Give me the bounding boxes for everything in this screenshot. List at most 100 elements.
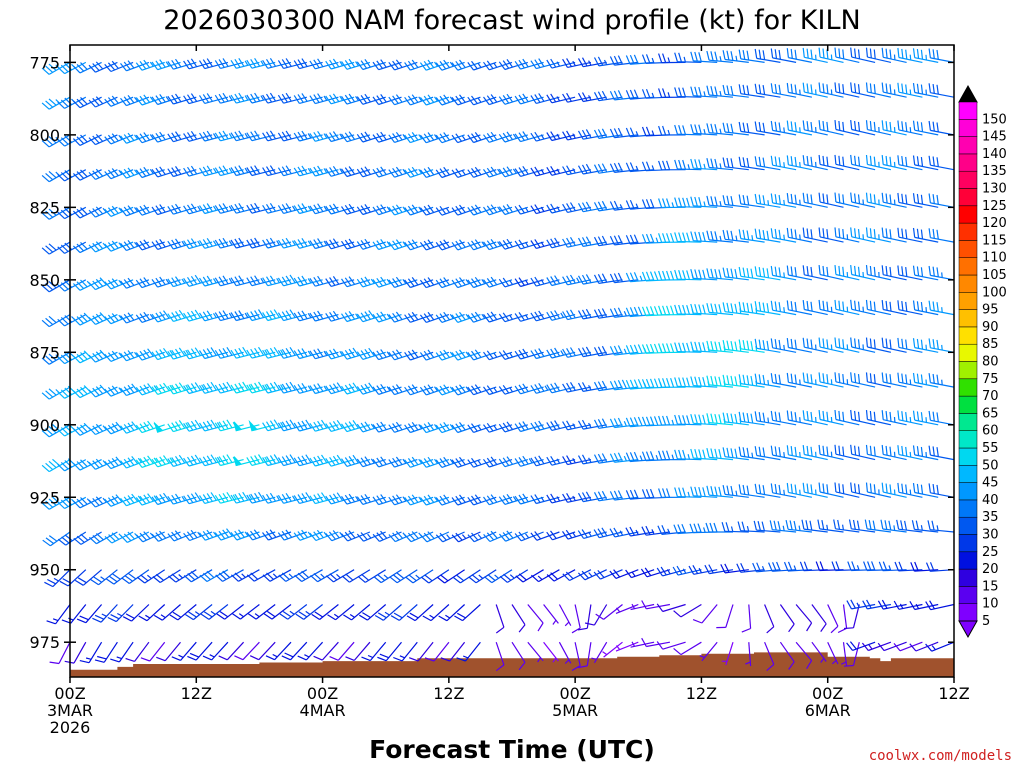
wind-barb	[325, 131, 355, 143]
wind-barb	[46, 604, 71, 625]
wind-barb	[722, 195, 749, 208]
wind-barb	[404, 456, 434, 468]
wind-barb	[374, 604, 402, 621]
wind-barb	[167, 530, 197, 542]
wind-barb	[404, 166, 434, 178]
wind-barb	[136, 569, 166, 584]
wind-barb	[850, 337, 876, 353]
wind-barb	[198, 165, 229, 177]
wind-barb	[928, 265, 955, 281]
wind-barb	[372, 456, 402, 468]
wind-barb	[850, 444, 876, 461]
wind-barb	[121, 569, 150, 584]
wind-barb	[168, 569, 197, 583]
wind-barb	[294, 569, 323, 583]
wind-barb	[593, 163, 623, 174]
wind-barb	[864, 519, 891, 533]
wind-barb	[562, 455, 592, 466]
wind-barb	[514, 493, 544, 505]
wind-barb	[897, 227, 923, 243]
colorbar-label: 90	[982, 320, 999, 335]
wind-barb	[738, 411, 765, 426]
wind-barb	[325, 454, 355, 467]
wind-barb	[311, 604, 339, 621]
colorbar-label: 60	[982, 424, 999, 439]
wind-barb	[309, 492, 339, 505]
x-tick-label: 00Z	[559, 684, 590, 703]
y-axis: 775 800 825 850 875 900 925 950 975	[29, 53, 954, 652]
wind-barb	[514, 165, 544, 177]
wind-barb	[764, 641, 775, 672]
wind-barb	[674, 197, 702, 208]
wind-barb	[356, 238, 386, 250]
wind-barb	[658, 343, 686, 354]
wind-barb	[881, 120, 907, 136]
wind-barb	[850, 482, 876, 498]
wind-barb	[246, 275, 276, 287]
wind-barb	[372, 383, 402, 395]
wind-barb	[388, 494, 418, 506]
wind-barb	[571, 642, 581, 672]
wind-barb	[277, 165, 307, 177]
wind-barb	[925, 600, 955, 611]
wind-barb	[341, 420, 371, 433]
wind-barb	[754, 121, 781, 136]
wind-barb	[151, 530, 181, 542]
wind-barb	[246, 202, 276, 214]
wind-barb	[325, 203, 355, 215]
wind-barb	[404, 311, 434, 323]
wind-barb	[530, 382, 560, 394]
wind-barb	[880, 519, 907, 533]
wind-barb	[786, 155, 813, 171]
wind-barb	[104, 205, 134, 217]
wind-barb	[198, 529, 229, 541]
wind-barb	[467, 132, 497, 144]
wind-barb	[641, 525, 670, 536]
colorbar-label: 45	[982, 476, 999, 491]
wind-barb	[214, 130, 244, 142]
wind-barb	[546, 203, 576, 214]
wind-barb	[341, 166, 371, 178]
wind-barb	[786, 300, 813, 316]
x-tick-label: 00Z	[54, 684, 85, 703]
wind-barb	[183, 203, 213, 215]
wind-barb	[372, 94, 402, 106]
wind-barb	[609, 200, 639, 211]
wind-barb	[309, 130, 339, 142]
wind-barb	[848, 519, 876, 533]
wind-barb	[562, 236, 592, 248]
wind-barb	[602, 641, 623, 658]
colorbar-swatch	[958, 465, 978, 483]
wind-barb	[827, 641, 839, 665]
wind-barb	[514, 277, 544, 288]
wind-barb	[309, 529, 339, 542]
x-axis-label: Forecast Time (UTC)	[369, 735, 655, 764]
wind-barb	[88, 133, 118, 146]
wind-barb	[706, 303, 734, 316]
wind-barb	[358, 604, 387, 621]
wind-barb	[672, 565, 702, 576]
wind-barb	[865, 227, 892, 243]
wind-barb	[419, 277, 450, 289]
wind-barb	[483, 422, 513, 433]
wind-barb	[802, 482, 828, 498]
x-tick-label: 4MAR	[300, 701, 346, 720]
wind-barb	[216, 604, 244, 620]
wind-barb	[88, 61, 118, 73]
wind-barb	[435, 456, 465, 468]
wind-barb	[419, 94, 450, 106]
wind-barb	[388, 276, 418, 288]
plot-area-frame	[69, 44, 955, 678]
wind-barb	[818, 227, 844, 243]
wind-barb	[388, 384, 418, 396]
wind-barb	[786, 82, 813, 98]
wind-barb	[865, 482, 892, 498]
wind-barb	[593, 490, 623, 502]
wind-barb	[530, 239, 560, 249]
wind-barb	[483, 131, 513, 143]
wind-barb	[341, 493, 371, 505]
wind-barb	[912, 83, 939, 98]
wind-barb	[912, 300, 939, 316]
colorbar-over-arrow	[958, 84, 978, 103]
wind-barb	[309, 275, 339, 287]
